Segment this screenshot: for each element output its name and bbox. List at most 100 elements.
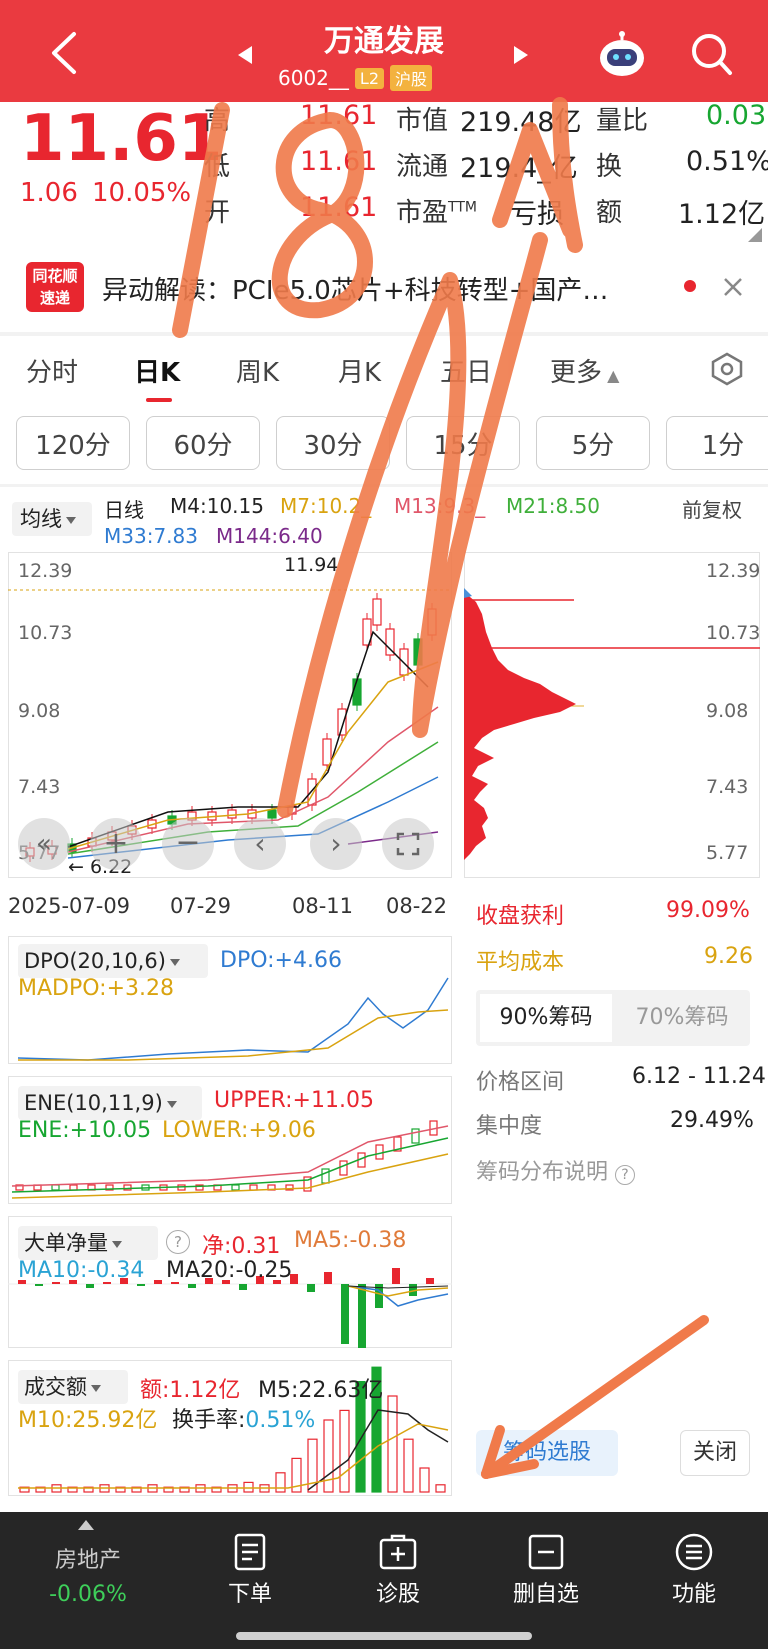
adjust-mode[interactable]: 前复权 bbox=[682, 498, 742, 522]
candle-body bbox=[385, 628, 395, 656]
candle-body bbox=[362, 618, 372, 646]
x-tick: 08-11 bbox=[292, 894, 354, 918]
sector-name[interactable]: 房地产 bbox=[54, 1548, 121, 1573]
order-icon bbox=[234, 1533, 266, 1571]
ma-m144: M144:6.40 bbox=[216, 524, 323, 548]
amount-bar bbox=[115, 1486, 126, 1493]
divider bbox=[0, 484, 768, 487]
expand-corner-icon[interactable] bbox=[748, 228, 762, 242]
big-order-bar bbox=[239, 1284, 247, 1290]
turnover-value: 0.51% bbox=[686, 146, 768, 177]
tab-more[interactable]: 更多 ▲ bbox=[550, 358, 620, 388]
tab-chip-70[interactable]: 70%筹码 bbox=[635, 1005, 729, 1030]
interval-30min[interactable]: 30分 bbox=[276, 416, 390, 470]
search-icon[interactable] bbox=[690, 32, 734, 78]
sector-expand-icon[interactable] bbox=[78, 1520, 94, 1530]
tab-daily-k[interactable]: 日K bbox=[134, 358, 181, 388]
ene-selector[interactable]: ENE(10,11,9) bbox=[18, 1086, 202, 1120]
interval-1min[interactable]: 1分 bbox=[666, 416, 768, 470]
bigorder-ma5: MA5:-0.38 bbox=[294, 1228, 407, 1253]
amount-bar bbox=[435, 1484, 446, 1493]
y-tick: 7.43 bbox=[18, 776, 61, 798]
fullscreen-icon bbox=[396, 832, 420, 856]
tab-intraday[interactable]: 分时 bbox=[26, 358, 79, 388]
avg-cost-label: 平均成本 bbox=[476, 950, 565, 975]
ths-logo: 同花顺 速递 bbox=[26, 262, 84, 312]
ene-candle bbox=[105, 1184, 114, 1191]
price-change: 1.06 bbox=[20, 178, 78, 208]
zoom-in-button[interactable]: + bbox=[90, 818, 142, 870]
order-button[interactable]: 下单 bbox=[190, 1532, 310, 1608]
interval-60min[interactable]: 60分 bbox=[146, 416, 260, 470]
tab-chip-90[interactable]: 90%筹码 bbox=[480, 994, 612, 1042]
big-order-bar bbox=[69, 1280, 77, 1284]
diagnose-button[interactable]: 诊股 bbox=[338, 1532, 458, 1608]
interval-5min[interactable]: 5分 bbox=[536, 416, 650, 470]
ene-chart[interactable] bbox=[8, 1076, 452, 1204]
help-icon[interactable]: ? bbox=[166, 1230, 190, 1254]
interval-120min[interactable]: 120分 bbox=[16, 416, 130, 470]
bigorder-net: 净:0.31 bbox=[202, 1234, 281, 1259]
chip-y-tick: 12.39 bbox=[706, 560, 761, 582]
bigorder-selector[interactable]: 大单净量 bbox=[18, 1226, 158, 1260]
amount-bar bbox=[163, 1486, 174, 1493]
remove-label: 删自选 bbox=[512, 1582, 579, 1607]
amount-bar bbox=[179, 1486, 190, 1493]
big-order-bar bbox=[324, 1272, 332, 1284]
candle-body bbox=[227, 809, 237, 819]
pan-left-fast-button[interactable]: « bbox=[18, 818, 70, 870]
settings-hex-icon[interactable] bbox=[710, 352, 744, 386]
chip-close-button[interactable]: 关闭 bbox=[680, 1430, 750, 1476]
bottom-toolbar: 房地产 -0.06% 下单 诊股 删自选 功能 bbox=[0, 1512, 768, 1649]
amount-selector[interactable]: 成交额 bbox=[18, 1370, 128, 1404]
turnover-label: 换 bbox=[596, 152, 623, 182]
big-order-bar bbox=[171, 1282, 179, 1284]
big-order-bar bbox=[409, 1284, 417, 1296]
amount-bar bbox=[35, 1486, 46, 1493]
function-label: 功能 bbox=[671, 1582, 716, 1607]
fullscreen-button[interactable] bbox=[382, 818, 434, 870]
chip-y-tick: 9.08 bbox=[706, 700, 749, 722]
order-label: 下单 bbox=[227, 1582, 272, 1607]
ma-m21: M21:8.50 bbox=[506, 494, 600, 518]
market-badge: 沪股 bbox=[390, 65, 433, 91]
remove-icon bbox=[528, 1534, 564, 1570]
pan-left-button[interactable]: ‹ bbox=[234, 818, 286, 870]
big-order-bar bbox=[52, 1282, 60, 1284]
chip-explain-link[interactable]: 筹码分布说明 ? bbox=[476, 1154, 636, 1186]
ene-candle bbox=[195, 1184, 204, 1191]
function-button[interactable]: 功能 bbox=[634, 1532, 754, 1608]
ma-selector[interactable]: 均线 bbox=[12, 502, 92, 536]
big-order-bar bbox=[103, 1282, 111, 1284]
pan-right-button[interactable]: › bbox=[310, 818, 362, 870]
ene-candle bbox=[393, 1136, 402, 1152]
stock-code-row: 6002__ L2 沪股 bbox=[278, 65, 433, 91]
home-indicator bbox=[236, 1632, 532, 1640]
concentration-label: 集中度 bbox=[476, 1114, 543, 1139]
ene-candle bbox=[303, 1176, 312, 1192]
next-stock-icon[interactable] bbox=[512, 44, 530, 66]
chip-distribution-chart[interactable] bbox=[464, 552, 760, 878]
back-icon[interactable] bbox=[46, 30, 80, 76]
price-range-value: 6.12 - 11.24 bbox=[632, 1064, 766, 1089]
divider bbox=[0, 332, 768, 336]
big-order-bar bbox=[205, 1278, 213, 1284]
tab-weekly-k[interactable]: 周K bbox=[236, 358, 280, 388]
low-value: 11.61 bbox=[300, 146, 378, 177]
zoom-out-button[interactable]: − bbox=[162, 818, 214, 870]
amount-value: 1.12亿 bbox=[678, 199, 766, 230]
ma-m4: M4:10.15 bbox=[170, 494, 264, 518]
amount-bar bbox=[403, 1438, 414, 1493]
remove-watchlist-button[interactable]: 删自选 bbox=[486, 1532, 606, 1608]
tab-monthly-k[interactable]: 月K bbox=[338, 358, 382, 388]
amount-bar bbox=[371, 1366, 382, 1493]
big-order-bar bbox=[222, 1280, 230, 1284]
dpo-selector[interactable]: DPO(20,10,6) bbox=[18, 944, 208, 978]
amount-label: 额 bbox=[596, 198, 623, 228]
robot-assistant-icon[interactable] bbox=[596, 30, 648, 80]
big-order-bar bbox=[273, 1280, 281, 1284]
y-tick: 10.73 bbox=[18, 622, 73, 644]
prev-stock-icon[interactable] bbox=[236, 44, 254, 66]
close-news-icon[interactable] bbox=[722, 276, 744, 298]
last-price: 11.61 bbox=[20, 102, 223, 176]
